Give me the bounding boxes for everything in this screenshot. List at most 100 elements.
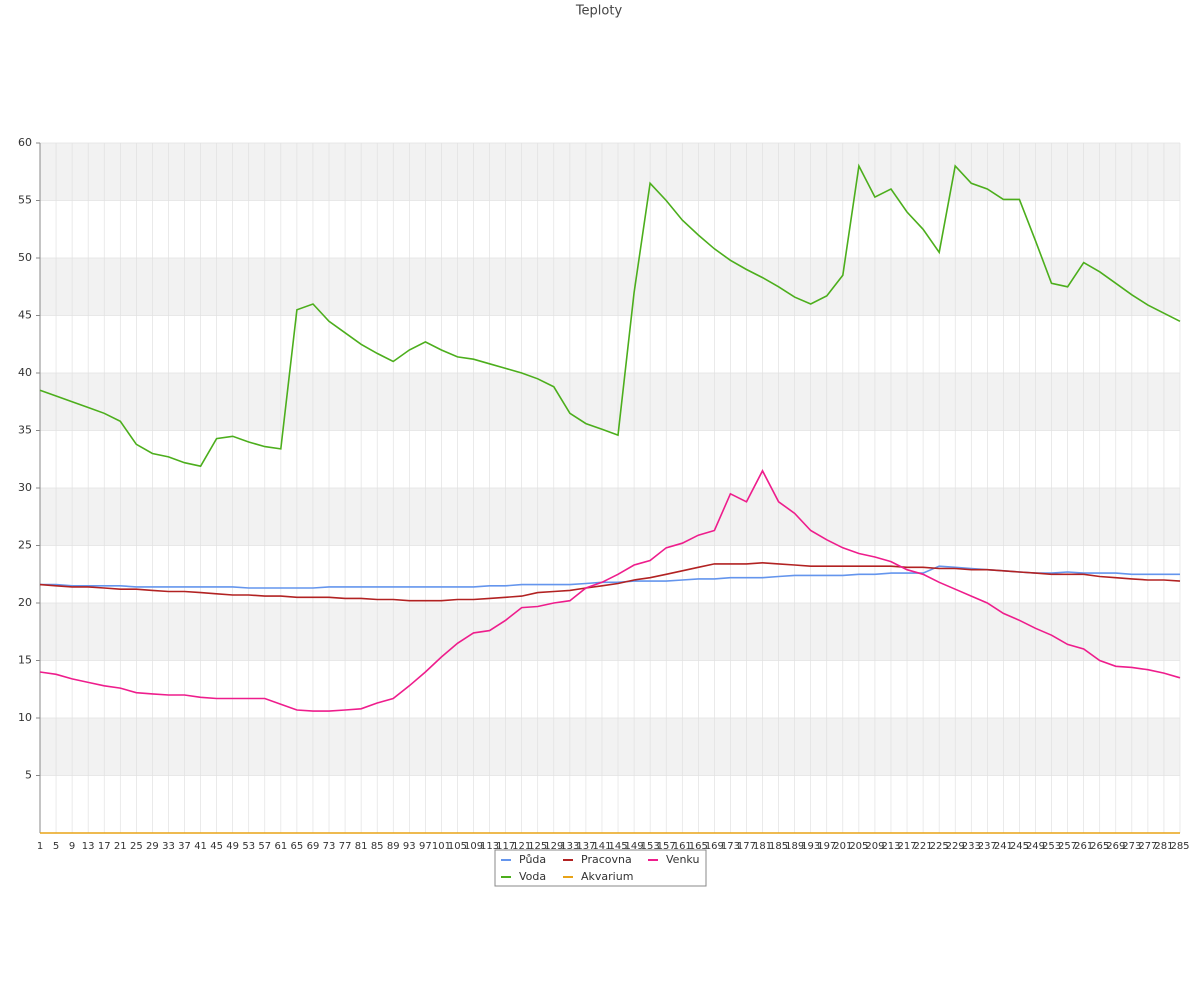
grid-band [40, 143, 1180, 201]
x-tick-label: 5 [53, 841, 59, 852]
x-tick-label: 213 [881, 841, 900, 852]
x-tick-label: 33 [162, 841, 175, 852]
legend-label: Akvarium [581, 870, 633, 883]
x-tick-label: 277 [1138, 841, 1157, 852]
x-tick-label: 101 [432, 841, 451, 852]
x-tick-label: 185 [769, 841, 788, 852]
y-tick-label: 30 [18, 481, 32, 494]
legend-box [494, 849, 707, 887]
x-tick-label: 37 [178, 841, 191, 852]
y-tick-label: 25 [18, 539, 32, 552]
x-tick-label: 29 [146, 841, 159, 852]
x-tick-label: 249 [1026, 841, 1045, 852]
x-tick-label: 9 [69, 841, 75, 852]
legend-label: Voda [519, 870, 546, 883]
y-tick-label: 45 [18, 309, 32, 322]
x-tick-label: 25 [130, 841, 143, 852]
x-tick-label: 21 [114, 841, 127, 852]
y-tick-label: 15 [18, 654, 32, 667]
x-tick-label: 89 [387, 841, 400, 852]
x-tick-label: 93 [403, 841, 416, 852]
x-tick-label: 121 [512, 841, 531, 852]
x-tick-label: 217 [897, 841, 916, 852]
legend-label: Pracovna [581, 853, 632, 866]
x-tick-label: 57 [258, 841, 271, 852]
x-tick-label: 253 [1042, 841, 1061, 852]
grid-band [40, 373, 1180, 431]
x-tick-label: 113 [480, 841, 499, 852]
grid-band [40, 718, 1180, 776]
x-tick-label: 173 [721, 841, 740, 852]
x-tick-label: 141 [592, 841, 611, 852]
x-tick-label: 17 [98, 841, 111, 852]
legend-label: Půda [519, 853, 546, 866]
grid-band [40, 258, 1180, 316]
x-tick-label: 41 [194, 841, 207, 852]
x-tick-label: 157 [657, 841, 676, 852]
x-tick-label: 53 [242, 841, 255, 852]
x-tick-label: 145 [608, 841, 627, 852]
x-tick-label: 149 [625, 841, 644, 852]
x-tick-label: 49 [226, 841, 239, 852]
x-tick-label: 193 [801, 841, 820, 852]
x-tick-label: 85 [371, 841, 384, 852]
x-tick-label: 273 [1122, 841, 1141, 852]
x-tick-label: 221 [914, 841, 933, 852]
x-tick-label: 117 [496, 841, 515, 852]
series-line [39, 469, 1181, 712]
series-line [39, 163, 1181, 468]
y-tick-label: 5 [25, 769, 32, 782]
x-tick-label: 133 [560, 841, 579, 852]
x-tick-label: 285 [1170, 841, 1189, 852]
grid-band [40, 603, 1180, 661]
y-tick-label: 55 [18, 194, 32, 207]
x-tick-label: 73 [323, 841, 336, 852]
series-line [39, 561, 1181, 602]
x-tick-label: 269 [1106, 841, 1125, 852]
x-tick-label: 261 [1074, 841, 1093, 852]
x-tick-label: 77 [339, 841, 352, 852]
y-tick-label: 35 [18, 424, 32, 437]
x-tick-label: 1 [37, 841, 43, 852]
x-tick-label: 81 [355, 841, 368, 852]
x-tick-label: 245 [1010, 841, 1029, 852]
x-tick-label: 69 [307, 841, 320, 852]
x-tick-label: 233 [962, 841, 981, 852]
x-tick-label: 209 [865, 841, 884, 852]
x-tick-label: 169 [705, 841, 724, 852]
y-tick-label: 10 [18, 711, 32, 724]
x-tick-label: 61 [274, 841, 287, 852]
x-tick-label: 197 [817, 841, 836, 852]
x-tick-label: 265 [1090, 841, 1109, 852]
x-tick-label: 241 [994, 841, 1013, 852]
x-tick-label: 105 [448, 841, 467, 852]
x-tick-label: 129 [544, 841, 563, 852]
y-tick-label: 40 [18, 366, 32, 379]
x-tick-label: 181 [753, 841, 772, 852]
x-tick-label: 205 [849, 841, 868, 852]
x-tick-label: 189 [785, 841, 804, 852]
x-tick-label: 13 [82, 841, 95, 852]
x-tick-label: 225 [930, 841, 949, 852]
x-tick-label: 109 [464, 841, 483, 852]
x-tick-label: 161 [673, 841, 692, 852]
x-tick-label: 281 [1154, 841, 1173, 852]
chart-title: Teploty [575, 4, 623, 19]
x-tick-label: 45 [210, 841, 223, 852]
y-tick-label: 20 [18, 596, 32, 609]
legend-label: Venku [666, 853, 699, 866]
x-tick-label: 65 [291, 841, 304, 852]
x-tick-label: 257 [1058, 841, 1077, 852]
x-tick-label: 237 [978, 841, 997, 852]
x-tick-label: 229 [946, 841, 965, 852]
x-tick-label: 153 [641, 841, 660, 852]
y-tick-label: 60 [18, 136, 32, 149]
x-tick-label: 125 [528, 841, 547, 852]
x-tick-label: 177 [737, 841, 756, 852]
y-tick-label: 50 [18, 251, 32, 264]
x-tick-label: 165 [689, 841, 708, 852]
grid-band [40, 488, 1180, 546]
x-tick-label: 201 [833, 841, 852, 852]
